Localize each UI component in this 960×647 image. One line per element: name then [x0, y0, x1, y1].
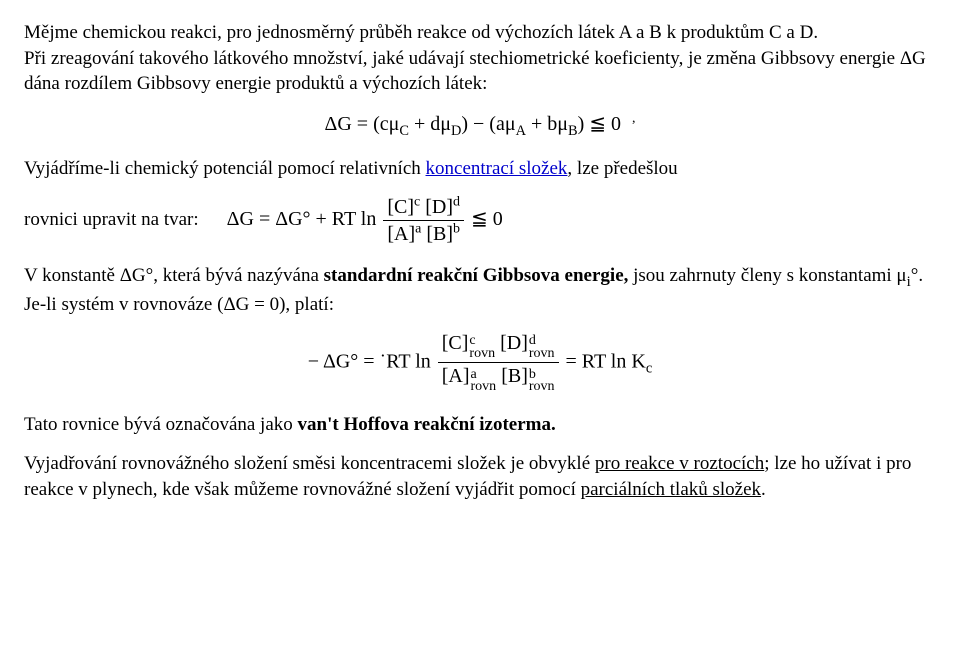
t: = RT ln K — [566, 351, 646, 373]
text: jsou zahrnuty členy s konstantami μ — [628, 265, 906, 286]
math: ΔG = (cμC + dμD) − (aμA + bμB) ≦ 0 , — [324, 111, 635, 138]
text: Vyjadřování rovnovážného složení směsi k… — [24, 453, 595, 474]
text: . — [761, 479, 766, 500]
text: Při zreagování takového látkového množst… — [24, 48, 900, 69]
t: ≦ 0 — [471, 208, 503, 230]
t: [A] — [387, 223, 415, 245]
paragraph-5: Tato rovnice bývá označována jako van't … — [24, 412, 936, 438]
paragraph-2: Vyjádříme-li chemický potenciál pomocí r… — [24, 156, 936, 182]
subsup: arovn — [471, 369, 497, 394]
sup: , — [632, 111, 636, 126]
delta: Δ — [900, 48, 912, 69]
sup: b — [453, 221, 460, 236]
t: [C] — [387, 196, 414, 218]
text: , lze předešlou — [567, 158, 677, 179]
bold-standardni-reakcni: standardní reakční Gibbsova energie, — [324, 265, 629, 286]
denominator: [A]a [B]b — [383, 221, 464, 245]
t: [C] — [442, 332, 469, 354]
delta: Δ — [120, 265, 132, 286]
sub: D — [451, 123, 461, 139]
paragraph-1: Mějme chemickou reakci, pro jednosměrný … — [24, 20, 936, 97]
sub: A — [516, 123, 526, 139]
text: Vyjádříme-li chemický potenciál pomocí r… — [24, 158, 426, 179]
underline-roztocich: pro reakce v roztocích — [595, 453, 764, 474]
t: [A] — [442, 365, 470, 387]
text: Tato rovnice bývá označována jako — [24, 414, 298, 435]
formula-deltaG-ln: ΔG = ΔG° + RT ln [C]c [D]d [A]a [B]b ≦ 0 — [227, 196, 503, 245]
text: Mějme chemickou reakci, pro jednosměrný … — [24, 22, 818, 43]
formula-deltaG-definition: ΔG = (cμC + dμD) − (aμA + bμB) ≦ 0 , — [24, 111, 936, 138]
t: [B] — [501, 365, 528, 387]
row-formula-2: rovnici upravit na tvar: ΔG = ΔG° + RT l… — [24, 196, 936, 245]
paragraph-6: Vyjadřování rovnovážného složení směsi k… — [24, 451, 936, 502]
link-koncentraci-slozek[interactable]: koncentrací složek — [426, 158, 568, 179]
subsup: crovn — [469, 335, 495, 360]
t: ) − (aμ — [461, 113, 515, 135]
formula-vant-hoff: − ΔG° = ˙RT ln [C]crovn [D]drovn [A]arov… — [24, 332, 936, 394]
subsup: brovn — [529, 369, 555, 394]
sub: C — [399, 123, 409, 139]
numerator: [C]crovn [D]drovn — [438, 332, 559, 363]
fraction: [C]crovn [D]drovn [A]arovn [B]brovn — [438, 332, 559, 394]
text: G°, která bývá nazývána — [132, 265, 324, 286]
t: [D] — [500, 332, 528, 354]
t: + dμ — [409, 113, 451, 135]
sup: a — [415, 221, 421, 236]
paragraph-3: rovnici upravit na tvar: — [24, 207, 199, 233]
t: ΔG = (cμ — [324, 113, 399, 135]
paragraph-4: V konstantě ΔG°, která bývá nazývána sta… — [24, 263, 936, 318]
underline-parcialnich-tlaku: parciálních tlaků složek — [581, 479, 761, 500]
bold-vant-hoff: van't Hoffova reakční izoterma. — [298, 414, 556, 435]
t: − ΔG° = ˙RT ln — [308, 351, 436, 373]
t: ΔG = ΔG° + RT ln — [227, 208, 382, 230]
delta: Δ — [223, 294, 235, 315]
sup: c — [414, 194, 420, 209]
t: [B] — [426, 223, 453, 245]
t: + bμ — [526, 113, 568, 135]
sub-c: c — [646, 361, 652, 377]
fraction: [C]c [D]d [A]a [B]b — [383, 196, 464, 245]
t: ) ≦ 0 — [578, 113, 621, 135]
t: [D] — [425, 196, 453, 218]
text: V konstantě — [24, 265, 120, 286]
denominator: [A]arovn [B]brovn — [438, 363, 559, 393]
math: − ΔG° = ˙RT ln [C]crovn [D]drovn [A]arov… — [308, 332, 652, 394]
subsup: drovn — [529, 335, 555, 360]
sup: d — [453, 194, 460, 209]
sub: B — [568, 123, 578, 139]
text: G = 0), platí: — [236, 294, 334, 315]
numerator: [C]c [D]d — [383, 196, 464, 221]
